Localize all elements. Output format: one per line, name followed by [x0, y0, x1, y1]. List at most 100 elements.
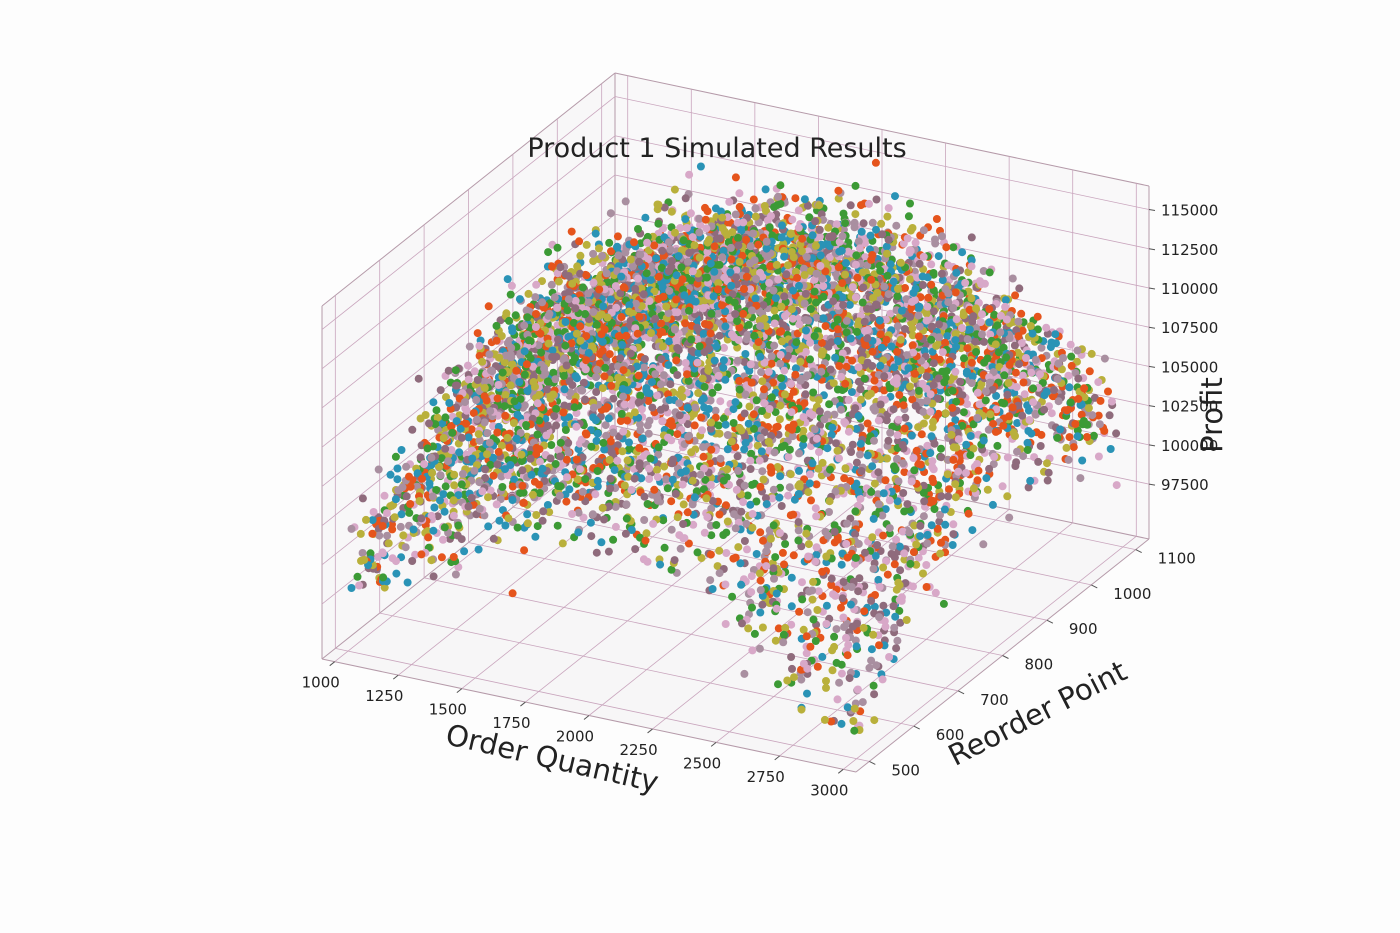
scatter-point: [884, 436, 893, 445]
scatter-point: [951, 288, 960, 297]
scatter-point: [787, 305, 796, 314]
scatter-point: [725, 296, 734, 305]
scatter-point: [611, 282, 620, 291]
scatter-point: [778, 221, 786, 230]
scatter-point: [941, 409, 950, 418]
scatter-point: [986, 330, 995, 339]
scatter-point: [667, 207, 676, 216]
scatter-point: [1013, 419, 1022, 427]
scatter-point: [802, 253, 811, 261]
scatter-point: [721, 375, 730, 384]
scatter-point: [825, 497, 834, 506]
scatter-point: [894, 415, 903, 424]
floor-gridline-y: [335, 648, 870, 762]
scatter-point: [743, 491, 752, 500]
scatter-point: [845, 674, 854, 683]
scatter-point: [553, 243, 562, 252]
scatter-point: [960, 354, 968, 363]
scatter-point: [839, 209, 848, 218]
scatter-point: [963, 400, 972, 409]
scatter-point: [691, 297, 700, 306]
scatter-point: [1033, 325, 1042, 334]
scatter-point: [882, 242, 891, 251]
scatter-point: [787, 379, 796, 388]
scatter-point: [989, 419, 998, 428]
scatter-point: [869, 564, 878, 573]
scatter-point: [770, 341, 779, 350]
scatter-point: [844, 247, 853, 256]
scatter-point: [919, 512, 928, 521]
scatter-point: [788, 215, 797, 224]
scatter-point: [1020, 390, 1029, 399]
scatter-point: [988, 385, 997, 394]
scatter-point: [652, 254, 661, 263]
scatter-point: [898, 441, 907, 449]
scatter-point: [762, 237, 771, 246]
scatter-point: [848, 283, 857, 292]
scatter-point: [817, 367, 826, 376]
scatter-point: [889, 405, 898, 414]
scatter-point: [794, 490, 803, 498]
scatter-point: [977, 280, 986, 289]
scatter-point: [920, 497, 929, 506]
scatter-point: [938, 367, 947, 376]
scatter-point: [804, 552, 813, 561]
scatter-point: [923, 302, 932, 311]
scatter-point: [949, 530, 958, 539]
scatter-point: [937, 444, 945, 453]
scatter-point: [681, 194, 690, 203]
scatter-point: [803, 608, 812, 617]
scatter-point: [848, 622, 857, 631]
scatter-point: [672, 295, 681, 304]
scatter-point: [839, 225, 848, 234]
scatter-point: [809, 388, 818, 397]
scatter-point: [958, 248, 967, 257]
scatter-point: [890, 363, 899, 372]
scatter-point: [818, 347, 827, 356]
scatter-point: [767, 393, 776, 402]
scatter-point: [870, 479, 879, 488]
scatter-point: [749, 195, 758, 204]
scatter-point: [928, 423, 937, 432]
scatter-point: [1106, 445, 1115, 453]
scatter-point: [966, 432, 975, 440]
scatter-point: [879, 489, 888, 498]
scatter-point: [854, 487, 863, 496]
scatter-point: [866, 389, 875, 398]
scatter-point: [952, 315, 961, 324]
scatter-point: [823, 444, 832, 453]
scatter-point: [812, 512, 821, 521]
scatter-point: [988, 500, 997, 509]
scatter-point: [967, 379, 976, 388]
scatter-point: [685, 170, 694, 179]
scatter-point: [804, 488, 813, 497]
scatter-point: [1100, 354, 1109, 363]
scatter-point: [699, 329, 708, 338]
scatter-point: [947, 430, 956, 439]
scatter-point: [755, 456, 764, 465]
scatter-point: [820, 715, 829, 724]
scatter-point: [906, 559, 915, 568]
scatter-point: [918, 281, 927, 289]
scatter-point: [832, 439, 840, 448]
scatter-point: [838, 594, 847, 603]
scatter-point: [891, 192, 899, 201]
scatter-point: [740, 285, 748, 293]
scatter-point: [838, 232, 847, 241]
scatter-point: [770, 319, 779, 328]
scatter-point: [839, 301, 848, 310]
scatter-point: [1011, 291, 1020, 300]
scatter-point: [842, 633, 850, 642]
scatter-point: [642, 269, 651, 278]
scatter-point: [1043, 476, 1052, 485]
scatter-point: [916, 532, 925, 541]
scatter-point: [715, 260, 724, 269]
scatter-point: [909, 454, 918, 462]
scatter-point: [1000, 399, 1009, 408]
scatter-point: [683, 257, 692, 266]
scatter-point: [984, 425, 993, 434]
scatter-point: [1033, 312, 1042, 321]
scatter-point: [718, 253, 727, 262]
scatter-point: [619, 283, 628, 292]
scatter-point: [927, 432, 936, 441]
